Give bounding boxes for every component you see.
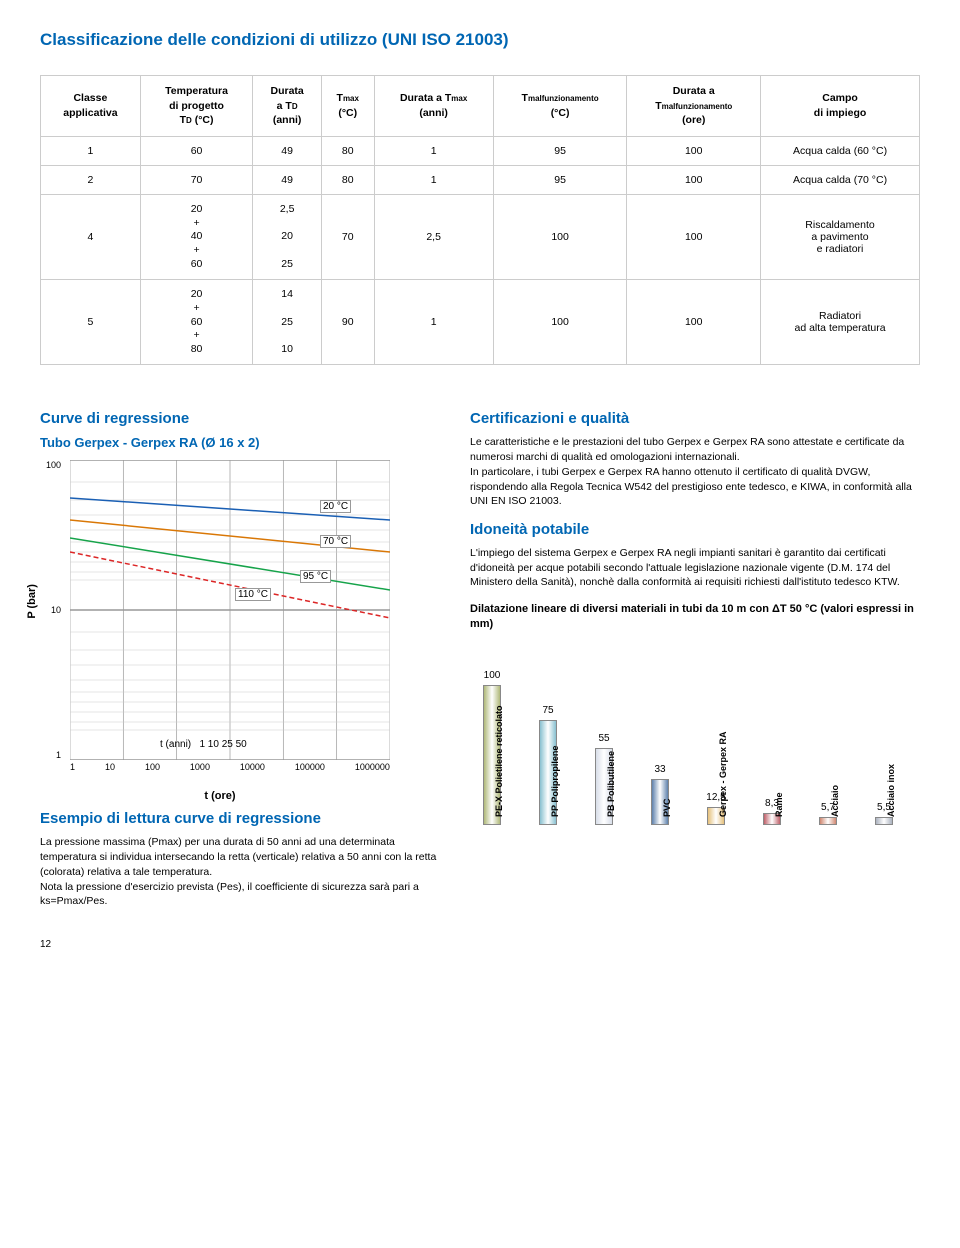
table-cell: 80 [321, 166, 374, 195]
table-cell: 60 [140, 137, 253, 166]
table-cell: Radiatoriad alta temperatura [761, 280, 920, 365]
bar-group: 33PVC [638, 779, 682, 825]
table-cell: 20+60+80 [140, 280, 253, 365]
table-cell: 20+40+60 [140, 195, 253, 280]
regression-chart: P (bar) 100101 20 °C70 °C95 °C110 °C t (… [40, 460, 400, 800]
idon-text: L'impiego del sistema Gerpex e Gerpex RA… [470, 546, 920, 590]
table-cell: 95 [493, 166, 627, 195]
bar-label: PP Polipropilene [550, 745, 560, 816]
curve-temp-label: 110 °C [235, 588, 271, 601]
bar-label: Rame [774, 792, 784, 817]
page-title: Classificazione delle condizioni di util… [40, 30, 920, 50]
th-dmal: Durata aTmalfunzionamento(ore) [627, 76, 761, 137]
table-cell: 95 [493, 137, 627, 166]
bar-label: Acciaio inox [886, 764, 896, 817]
curve-temp-label: 95 °C [300, 570, 331, 583]
bar-group: 55PB Polibutilene [582, 748, 626, 825]
page-number: 12 [40, 939, 920, 950]
table-cell: 70 [321, 195, 374, 280]
bar-label: Gerpex - Gerpex RA [718, 731, 728, 817]
bar-label: PVC [662, 798, 672, 817]
idon-title: Idoneità potabile [470, 521, 920, 538]
th-durata: Durataa TD(anni) [253, 76, 322, 137]
bar-value: 55 [598, 733, 609, 744]
bar-group: 12,5Gerpex - Gerpex RA [694, 807, 738, 825]
esempio-title: Esempio di lettura curve di regressione [40, 810, 440, 827]
table-cell: 2,5 [374, 195, 493, 280]
table-cell: 80 [321, 137, 374, 166]
table-cell: 100 [493, 280, 627, 365]
bar-group: 75PP Polipropilene [526, 720, 570, 825]
table-cell: 70 [140, 166, 253, 195]
table-cell: 100 [627, 195, 761, 280]
anni-ticks: 1 10 25 50 [199, 739, 246, 750]
bar-label: Acciaio [830, 785, 840, 817]
x-axis-label: t (ore) [204, 790, 235, 802]
regression-title: Curve di regressione [40, 410, 440, 427]
bar-group: 8,3Rame [750, 813, 794, 825]
classification-table: Classeapplicativa Temperaturadi progetto… [40, 75, 920, 365]
th-classe: Classeapplicativa [41, 76, 141, 137]
table-cell: 1 [41, 137, 141, 166]
table-cell: 1 [374, 166, 493, 195]
cert-text: Le caratteristiche e le prestazioni del … [470, 435, 920, 508]
table-cell: 4 [41, 195, 141, 280]
dilat-bar-chart: 100PE-X Polietilene reticolato75PP Polip… [470, 645, 920, 825]
regression-subtitle: Tubo Gerpex - Gerpex RA (Ø 16 x 2) [40, 435, 440, 450]
table-cell: 1 [374, 280, 493, 365]
curve-temp-label: 20 °C [320, 500, 351, 513]
table-cell: 1 [374, 137, 493, 166]
table-cell: 5 [41, 280, 141, 365]
bar-label: PE-X Polietilene reticolato [494, 705, 504, 817]
bar-label: PB Polibutilene [606, 751, 616, 817]
th-dtmax: Durata a Tmax(anni) [374, 76, 493, 137]
esempio-text: La pressione massima (Pmax) per una dura… [40, 835, 440, 908]
cert-title: Certificazioni e qualità [470, 410, 920, 427]
dilat-title: Dilatazione lineare di diversi materiali… [470, 602, 920, 633]
table-cell: 100 [627, 137, 761, 166]
table-cell: 100 [627, 280, 761, 365]
table-cell: 49 [253, 137, 322, 166]
table-cell: 2 [41, 166, 141, 195]
y-axis-label: P (bar) [26, 585, 38, 620]
table-cell: 49 [253, 166, 322, 195]
table-cell: 90 [321, 280, 374, 365]
bar-value: 100 [484, 670, 501, 681]
table-cell: 100 [627, 166, 761, 195]
table-cell: 14 25 10 [253, 280, 322, 365]
bar-group: 5,5Acciaio inox [862, 817, 906, 825]
th-tmax: Tmax(°C) [321, 76, 374, 137]
th-campo: Campodi impiego [761, 76, 920, 137]
bar-value: 75 [542, 705, 553, 716]
table-cell: Acqua calda (60 °C) [761, 137, 920, 166]
th-tmal: Tmalfunzionamento(°C) [493, 76, 627, 137]
table-cell: 2,5 20 25 [253, 195, 322, 280]
table-cell: Riscaldamentoa pavimentoe radiatori [761, 195, 920, 280]
bar-value: 33 [654, 764, 665, 775]
curve-temp-label: 70 °C [320, 535, 351, 548]
bar-group: 5,7Acciaio [806, 817, 850, 825]
anni-label: t (anni) [160, 739, 191, 750]
bar-group: 100PE-X Polietilene reticolato [470, 685, 514, 825]
table-cell: 100 [493, 195, 627, 280]
table-cell: Acqua calda (70 °C) [761, 166, 920, 195]
th-temp: Temperaturadi progettoTD (°C) [140, 76, 253, 137]
